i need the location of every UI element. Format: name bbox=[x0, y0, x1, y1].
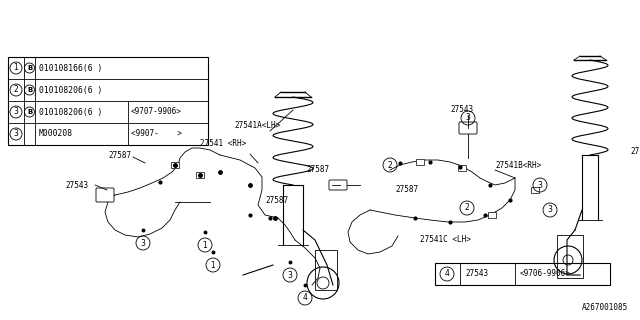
Bar bbox=[171, 162, 179, 168]
Text: 3: 3 bbox=[13, 108, 19, 116]
Text: 1: 1 bbox=[211, 260, 216, 269]
Text: 27541B<RH>: 27541B<RH> bbox=[495, 161, 541, 170]
FancyBboxPatch shape bbox=[329, 180, 347, 190]
Text: 2: 2 bbox=[388, 161, 392, 170]
Text: B: B bbox=[27, 65, 32, 71]
Text: 010108206(6 ): 010108206(6 ) bbox=[39, 85, 102, 94]
Text: 4: 4 bbox=[303, 293, 307, 302]
Text: 27587: 27587 bbox=[395, 186, 418, 195]
Text: B: B bbox=[27, 109, 32, 115]
Text: 3: 3 bbox=[13, 130, 19, 139]
Bar bbox=[416, 159, 424, 165]
Text: 27: 27 bbox=[630, 148, 639, 156]
Text: 27587: 27587 bbox=[307, 165, 330, 174]
Text: B: B bbox=[27, 87, 32, 93]
Text: 27541A<LH>: 27541A<LH> bbox=[234, 121, 280, 130]
Text: 4: 4 bbox=[445, 269, 449, 278]
Text: A267001085: A267001085 bbox=[582, 303, 628, 312]
Text: 1: 1 bbox=[203, 241, 207, 250]
Text: M000208: M000208 bbox=[39, 130, 73, 139]
Text: 010108206(6 ): 010108206(6 ) bbox=[39, 108, 102, 116]
Bar bbox=[8, 57, 208, 145]
Text: 2: 2 bbox=[465, 204, 469, 212]
Bar bbox=[435, 263, 610, 285]
Text: 3: 3 bbox=[141, 238, 145, 247]
Text: 27541C <LH>: 27541C <LH> bbox=[420, 235, 471, 244]
Bar bbox=[531, 187, 539, 193]
Text: <9706-9906>: <9706-9906> bbox=[520, 269, 571, 278]
Text: 27587: 27587 bbox=[108, 150, 131, 159]
Text: <9707-9906>: <9707-9906> bbox=[131, 108, 182, 116]
Text: 3: 3 bbox=[465, 114, 470, 123]
Bar bbox=[458, 165, 466, 171]
Text: <9907-    >: <9907- > bbox=[131, 130, 182, 139]
Text: 1: 1 bbox=[13, 63, 19, 73]
Text: 27541 <RH>: 27541 <RH> bbox=[200, 139, 246, 148]
FancyBboxPatch shape bbox=[96, 188, 114, 202]
Text: 27587: 27587 bbox=[265, 196, 288, 205]
Text: 27543: 27543 bbox=[450, 106, 473, 115]
FancyBboxPatch shape bbox=[459, 122, 477, 134]
Text: 27543: 27543 bbox=[465, 269, 488, 278]
Text: 010108166(6 ): 010108166(6 ) bbox=[39, 63, 102, 73]
Text: 27543: 27543 bbox=[65, 180, 88, 189]
Bar bbox=[196, 172, 204, 178]
Text: 3: 3 bbox=[287, 270, 292, 279]
Bar bbox=[488, 212, 496, 218]
Text: 3: 3 bbox=[538, 180, 543, 189]
Text: 2: 2 bbox=[13, 85, 19, 94]
Text: 3: 3 bbox=[548, 205, 552, 214]
